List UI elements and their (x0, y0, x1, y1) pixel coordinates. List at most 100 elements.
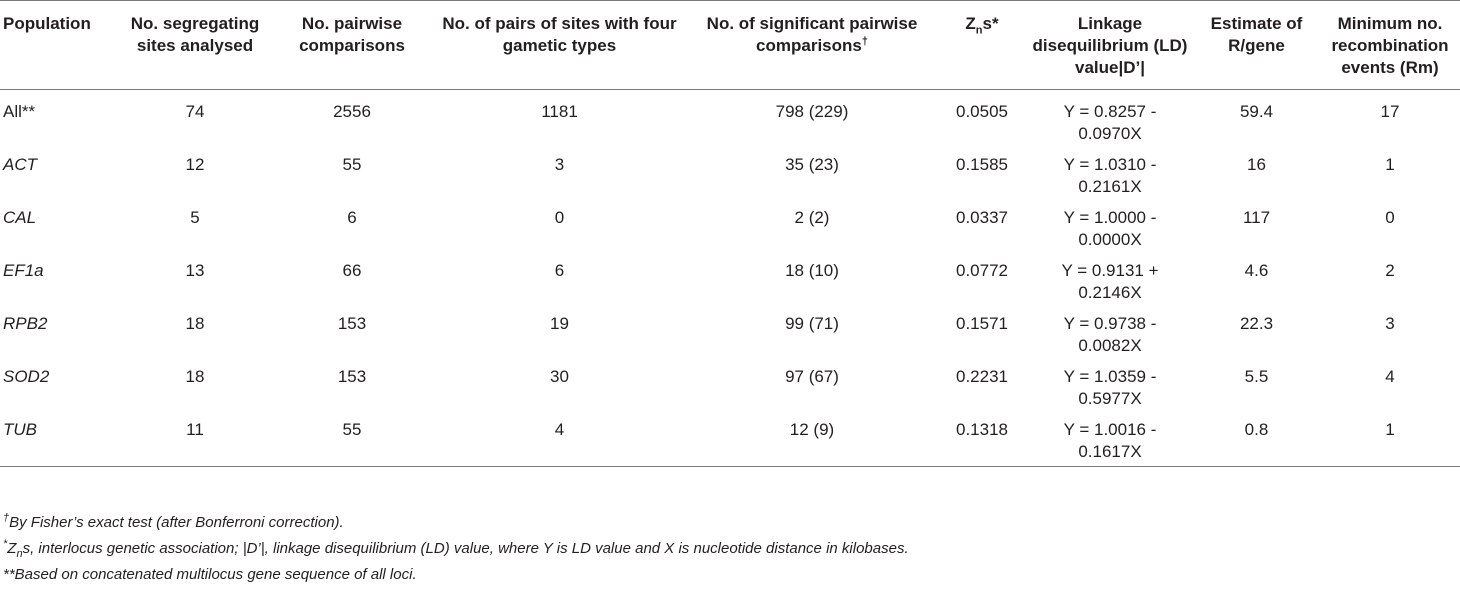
ld-equation-line-1: Y = 0.8257 - (1063, 102, 1157, 121)
table-row: RPB2 18 153 19 99 (71) 0.1571 Y = 0.9738 - 0.00… (0, 304, 1460, 357)
cell-r-gene: 22.3 (1239, 314, 1274, 333)
cell-four-gametic-types: 0 (554, 208, 565, 227)
cell-pairwise-comparisons: 2556 (333, 102, 371, 121)
table-row: EF1a 13 66 6 18 (10) 0.0772 Y = 0.9131 +0.2146… (0, 251, 1460, 304)
cell-min-recombination: 4 (1385, 367, 1395, 386)
footnote-dagger-text: By Fisher’s exact test (after Bonferroni… (9, 514, 344, 531)
cell-pairwise-comparisons: 6 (347, 208, 357, 227)
cell-population: CAL (3, 208, 37, 227)
ld-equation-line-2: 0.0970X (1078, 124, 1142, 143)
cell-r-gene: 5.5 (1244, 367, 1269, 386)
header-segregating-sites: No. segregating sites analysed (118, 0, 272, 90)
cell-r-gene: 0.8 (1193, 410, 1320, 467)
cell-zns: 0.2231 (956, 367, 1008, 386)
cell-segregating-sites: 11 (118, 410, 272, 467)
ld-equation-line-2: 0.5977X (1078, 389, 1142, 408)
cell-zns: 0.0772 (956, 261, 1008, 280)
cell-r-gene: 117 (1242, 208, 1271, 227)
zns-sub: n (975, 24, 983, 37)
cell-min-recombination: 17 (1380, 102, 1400, 121)
header-four-gametic-types: No. of pairs of sites with four gametic … (432, 0, 687, 90)
header-significant-label: No. of significant pairwise comparisons (706, 14, 918, 55)
table-row: All** 74 2556 1181 798 (229) 0.0505 Y = 0.8257… (0, 90, 1460, 146)
cell-zns: 0.0337 (956, 208, 1008, 227)
ld-equation-line-1: Y = 1.0310 - (1063, 155, 1157, 174)
table-row: CAL 5 6 0 2 (2) 0.0337 Y = 1.0000 - 0.0000X 117 0 (0, 198, 1460, 251)
cell-significant-comparisons: 97 (67) (785, 367, 839, 386)
cell-four-gametic-types: 30 (550, 367, 569, 386)
cell-four-gametic-types: 1181 (541, 102, 578, 121)
zns-z: Z (965, 14, 976, 33)
cell-min-recombination: 1 (1320, 410, 1460, 467)
footnote-star-z: Z (7, 540, 17, 557)
cell-four-gametic-types: 3 (554, 155, 565, 174)
table-header: Population No. segregating sites analyse… (0, 0, 1460, 90)
cell-four-gametic-types: 4 (432, 410, 687, 467)
cell-min-recombination: 1 (1385, 155, 1395, 174)
header-zns: Zns* (937, 0, 1027, 90)
cell-segregating-sites: 74 (185, 102, 205, 121)
cell-zns: 0.1318 (937, 410, 1027, 467)
dagger-mark: † (861, 35, 868, 48)
cell-segregating-sites: 12 (185, 155, 205, 174)
cell-linkage-disequilibrium: Y = 1.0359 - 0.5977X (1027, 357, 1193, 410)
cell-population: RPB2 (3, 314, 48, 333)
cell-linkage-disequilibrium: Y = 0.9738 - 0.0082X (1027, 304, 1193, 357)
cell-segregating-sites: 13 (185, 261, 205, 280)
cell-significant-comparisons: 18 (10) (785, 261, 839, 280)
cell-r-gene: 4.6 (1244, 261, 1269, 280)
footnote-star-zsub: n (16, 548, 23, 560)
ld-equation-line-1: Y = 0.9738 - (1063, 314, 1157, 333)
results-table: Population No. segregating sites analyse… (0, 0, 1460, 467)
header-population: Population (0, 0, 118, 90)
cell-linkage-disequilibrium: Y = 1.0000 - 0.0000X (1027, 198, 1193, 251)
cell-r-gene: 59.4 (1239, 102, 1274, 121)
header-min-recombination: Minimum no. recombination events (Rm) (1320, 0, 1460, 90)
cell-four-gametic-types: 19 (550, 314, 569, 333)
cell-significant-comparisons: 12 (9) (687, 410, 937, 467)
cell-significant-comparisons: 2 (2) (794, 208, 830, 227)
zns-tail: s* (982, 14, 999, 33)
cell-segregating-sites: 5 (190, 208, 200, 227)
header-r-gene: Estimate of R/gene (1193, 0, 1320, 90)
table-body: All** 74 2556 1181 798 (229) 0.0505 Y = 0.8257… (0, 90, 1460, 467)
header-pairwise-comparisons: No. pairwise comparisons (272, 0, 432, 90)
footnote-dagger-mark: † (3, 512, 10, 524)
cell-zns: 0.1571 (956, 314, 1008, 333)
ld-equation-line-1: Y = 1.0016 - (1063, 420, 1157, 439)
ld-equation-line-2: 0.2161X (1078, 177, 1142, 196)
cell-significant-comparisons: 99 (71) (785, 314, 839, 333)
ld-equation-line-1: Y = 1.0359 - (1063, 367, 1157, 386)
cell-pairwise-comparisons: 55 (342, 155, 362, 174)
cell-linkage-disequilibrium: Y = 0.9131 + 0.2146X (1027, 251, 1193, 304)
cell-pairwise-comparisons: 153 (337, 367, 367, 386)
header-significant-comparisons: No. of significant pairwise comparisons† (687, 0, 937, 90)
cell-zns: 0.0505 (956, 102, 1008, 121)
cell-linkage-disequilibrium: Y = 1.0310 - 0.2161X (1027, 145, 1193, 198)
cell-significant-comparisons: 798 (229) (775, 102, 849, 121)
footnote-star-text: s, interlocus genetic association; |D’|,… (22, 540, 909, 557)
cell-r-gene: 16 (1247, 155, 1266, 174)
cell-population: All** (3, 102, 36, 121)
ld-equation-line-1: Y = 1.0000 - (1063, 208, 1157, 227)
cell-pairwise-comparisons: 153 (337, 314, 367, 333)
table-row: SOD2 18 153 30 97 (67) 0.2231 Y = 1.0359 - 0.59… (0, 357, 1460, 410)
cell-population: ACT (3, 155, 37, 174)
footnotes: †By Fisher’s exact test (after Bonferron… (3, 510, 909, 588)
cell-population: TUB (0, 410, 118, 467)
cell-pairwise-comparisons: 66 (342, 261, 362, 280)
cell-pairwise-comparisons: 55 (272, 410, 432, 467)
cell-significant-comparisons: 35 (23) (785, 155, 839, 174)
cell-segregating-sites: 18 (185, 367, 205, 386)
ld-equation-line-2: 0.2146X (1078, 283, 1142, 302)
cell-four-gametic-types: 6 (554, 261, 565, 280)
cell-min-recombination: 3 (1385, 314, 1395, 333)
cell-population: EF1a (3, 261, 44, 280)
cell-segregating-sites: 18 (185, 314, 205, 333)
cell-min-recombination: 0 (1385, 208, 1395, 227)
cell-linkage-disequilibrium: Y = 0.8257 - 0.0970X (1027, 90, 1193, 146)
footnote-star: *Zns, interlocus genetic association; |D… (3, 536, 909, 562)
ld-equation-line-2: 0.1617X (1078, 442, 1142, 461)
table-row: TUB 11 55 4 12 (9) 0.1318 Y = 1.0016 - 0.1617X 0… (0, 410, 1460, 467)
cell-linkage-disequilibrium: Y = 1.0016 - 0.1617X (1027, 410, 1193, 467)
